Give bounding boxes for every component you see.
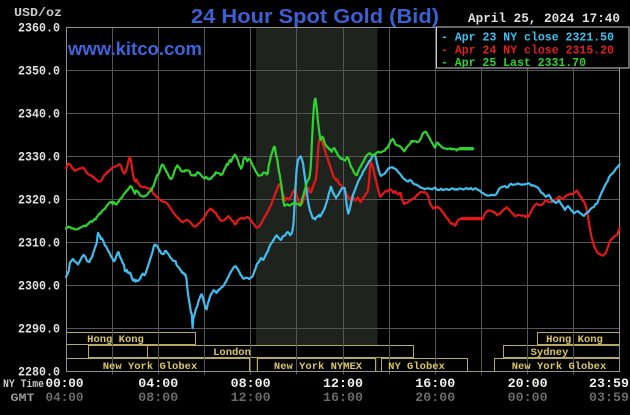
svg-text:2360.0: 2360.0 [18, 22, 60, 36]
svg-text:08:00: 08:00 [138, 390, 178, 405]
svg-text:Sydney: Sydney [531, 347, 570, 359]
svg-text:23:59: 23:59 [589, 376, 629, 391]
svg-text:London: London [213, 347, 251, 359]
svg-text:New York NYMEX: New York NYMEX [274, 361, 363, 373]
svg-text:- Apr 24 NY close 2315.20: - Apr 24 NY close 2315.20 [441, 44, 614, 58]
svg-text:03:59: 03:59 [589, 390, 629, 405]
svg-text:16:00: 16:00 [323, 390, 363, 405]
svg-text:NY Time: NY Time [3, 379, 44, 391]
svg-text:2290.0: 2290.0 [18, 323, 60, 337]
svg-text:2340.0: 2340.0 [18, 108, 60, 122]
svg-text:00:00: 00:00 [508, 390, 548, 405]
svg-text:2300.0: 2300.0 [18, 280, 60, 294]
svg-text:2310.0: 2310.0 [18, 237, 60, 251]
svg-text:04:00: 04:00 [138, 376, 178, 391]
svg-text:04:00: 04:00 [46, 390, 84, 405]
svg-text:24 Hour Spot Gold (Bid): 24 Hour Spot Gold (Bid) [191, 6, 439, 28]
svg-text:00:00: 00:00 [46, 376, 84, 391]
svg-text:USD/oz: USD/oz [14, 7, 62, 20]
svg-text:2350.0: 2350.0 [18, 65, 60, 79]
svg-text:12:00: 12:00 [323, 376, 363, 391]
svg-text:- Apr 25 Last 2331.70: - Apr 25 Last 2331.70 [441, 56, 586, 70]
svg-text:20:00: 20:00 [508, 376, 548, 391]
svg-text:Hong Kong: Hong Kong [87, 334, 144, 346]
svg-text:2320.0: 2320.0 [18, 194, 60, 208]
svg-text:2330.0: 2330.0 [18, 151, 60, 165]
svg-text:New York Globex: New York Globex [103, 361, 198, 373]
svg-text:20:00: 20:00 [415, 390, 455, 405]
svg-text:08:00: 08:00 [231, 376, 271, 391]
svg-text:Hong Kong: Hong Kong [546, 334, 603, 346]
svg-text:12:00: 12:00 [231, 390, 271, 405]
svg-text:2280.0: 2280.0 [18, 366, 60, 380]
svg-text:NY Globex: NY Globex [388, 361, 445, 373]
svg-text:- Apr 23 NY close 2321.50: - Apr 23 NY close 2321.50 [441, 31, 614, 45]
svg-text:www.kitco.com: www.kitco.com [67, 39, 202, 59]
svg-text:GMT: GMT [11, 393, 35, 405]
svg-text:16:00: 16:00 [415, 376, 455, 391]
svg-text:April 25, 2024 17:40: April 25, 2024 17:40 [468, 11, 620, 26]
svg-text:New York Globex: New York Globex [512, 361, 607, 373]
